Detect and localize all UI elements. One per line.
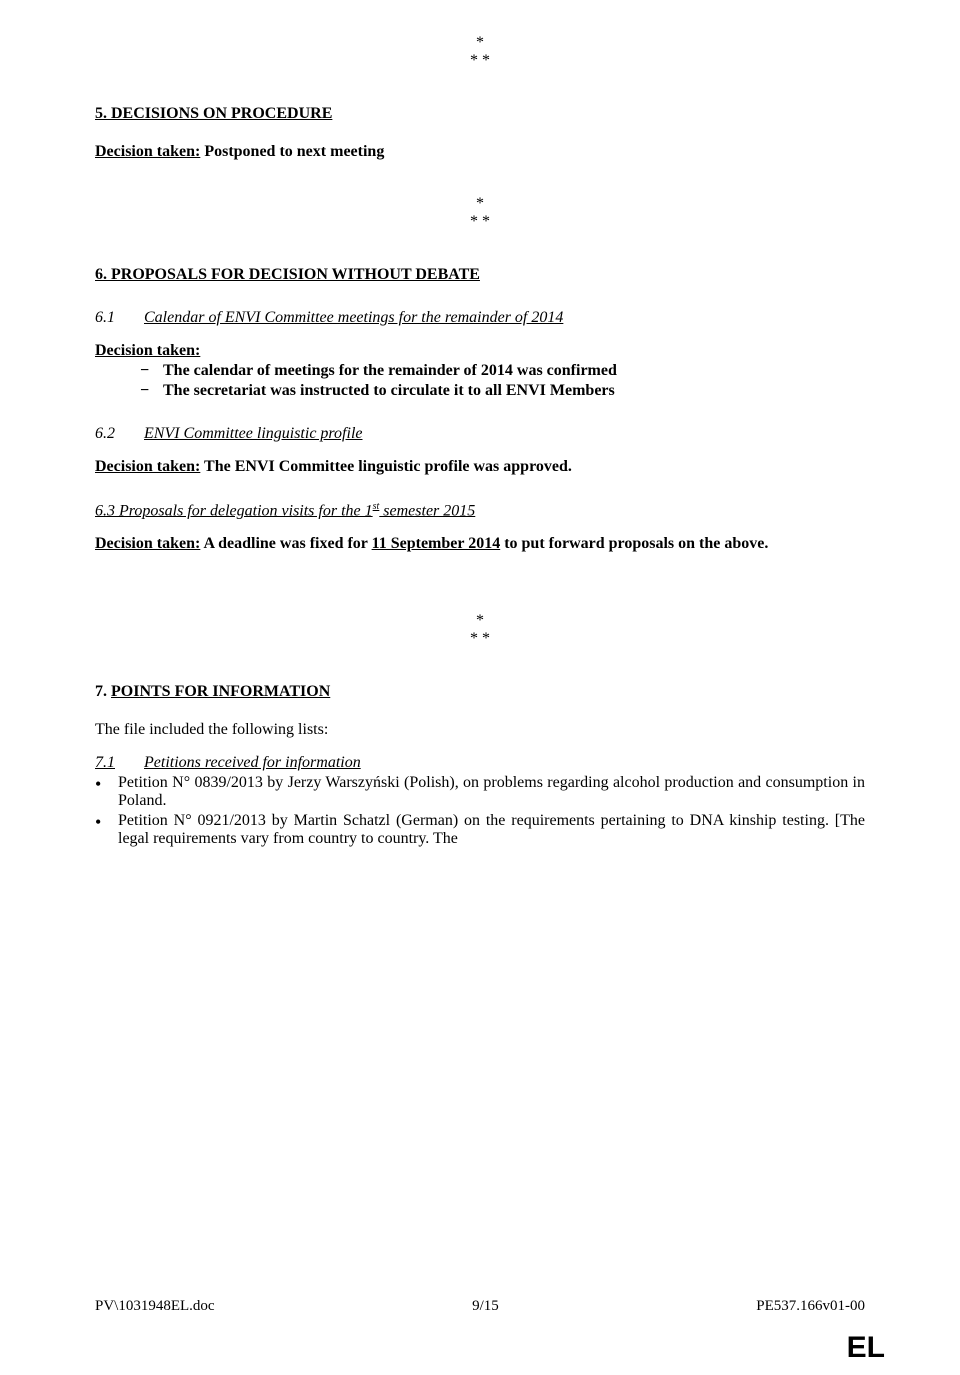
- separator-marks-2: * * *: [95, 195, 865, 231]
- separator-marks-3: * * *: [95, 612, 865, 648]
- petitions-list: Petition N° 0839/2013 by Jerzy Warszyńsk…: [95, 774, 865, 848]
- subsection-title-7-1: Petitions received for information: [144, 754, 361, 771]
- section-6-heading: 6. PROPOSALS FOR DECISION WITHOUT DEBATE: [95, 266, 865, 284]
- footer-pe-ref: PE537.166v01-00: [756, 1298, 865, 1315]
- list-item: Petition N° 0839/2013 by Jerzy Warszyńsk…: [95, 774, 865, 810]
- separator-star-top-2: *: [95, 195, 865, 213]
- section-5-decision: Decision taken: Postponed to next meetin…: [95, 143, 865, 161]
- subsection-title-6-1: Calendar of ENVI Committee meetings for …: [144, 309, 563, 326]
- decision-6-2-label: Decision taken:: [95, 458, 200, 475]
- section-7-intro: The file included the following lists:: [95, 721, 865, 739]
- decision-6-3-date: 11 September 2014: [372, 535, 501, 552]
- separator-star-bottom-3: * *: [95, 630, 865, 648]
- decision-taken-label: Decision taken:: [95, 143, 200, 160]
- list-item: Petition N° 0921/2013 by Martin Schatzl …: [95, 812, 865, 848]
- section-7-heading: 7. POINTS FOR INFORMATION: [95, 683, 865, 701]
- list-item: The calendar of meetings for the remaind…: [140, 362, 865, 380]
- subsection-title-6-3-suffix: semester 2015: [379, 502, 475, 519]
- footer-doc-ref: PV\1031948EL.doc: [95, 1298, 215, 1315]
- subsection-6-1: 6.1 Calendar of ENVI Committee meetings …: [95, 309, 865, 327]
- language-code: EL: [847, 1331, 885, 1365]
- decision-6-3-post: to put forward proposals on the above.: [500, 535, 768, 552]
- separator-star-bottom: * *: [95, 52, 865, 70]
- decision-6-2-text: The ENVI Committee linguistic profile wa…: [200, 458, 572, 475]
- separator-marks: * * *: [95, 34, 865, 70]
- footer-page-number: 9/15: [472, 1298, 499, 1315]
- decision-6-3-label: Decision taken:: [95, 535, 200, 552]
- decision-taken-text: Postponed to next meeting: [200, 143, 384, 160]
- decision-6-3-pre: A deadline was fixed for: [200, 535, 371, 552]
- subsection-title-6-3-prefix: 6.3 Proposals for delegation visits for …: [95, 502, 373, 519]
- subsection-num-6-2: 6.2: [95, 425, 140, 443]
- subsection-6-2: 6.2 ENVI Committee linguistic profile: [95, 425, 865, 443]
- separator-star-bottom-2: * *: [95, 213, 865, 231]
- subsection-title-6-2: ENVI Committee linguistic profile: [144, 425, 363, 442]
- subsection-7-1: 7.1 Petitions received for information: [95, 754, 865, 772]
- subsection-num-6-1: 6.1: [95, 309, 140, 327]
- list-item: The secretariat was instructed to circul…: [140, 382, 865, 400]
- decision-6-1-list: The calendar of meetings for the remaind…: [95, 362, 865, 400]
- decision-6-3: Decision taken: A deadline was fixed for…: [95, 535, 865, 553]
- subsection-6-3: 6.3 Proposals for delegation visits for …: [95, 501, 865, 520]
- separator-star-top: *: [95, 34, 865, 52]
- separator-star-top-3: *: [95, 612, 865, 630]
- subsection-num-7-1: 7.1: [95, 754, 140, 772]
- decision-6-2: Decision taken: The ENVI Committee lingu…: [95, 458, 865, 476]
- footer: PV\1031948EL.doc 9/15 PE537.166v01-00: [95, 1298, 865, 1315]
- section-5-heading: 5. DECISIONS ON PROCEDURE: [95, 105, 865, 123]
- decision-6-1-label: Decision taken:: [95, 342, 865, 360]
